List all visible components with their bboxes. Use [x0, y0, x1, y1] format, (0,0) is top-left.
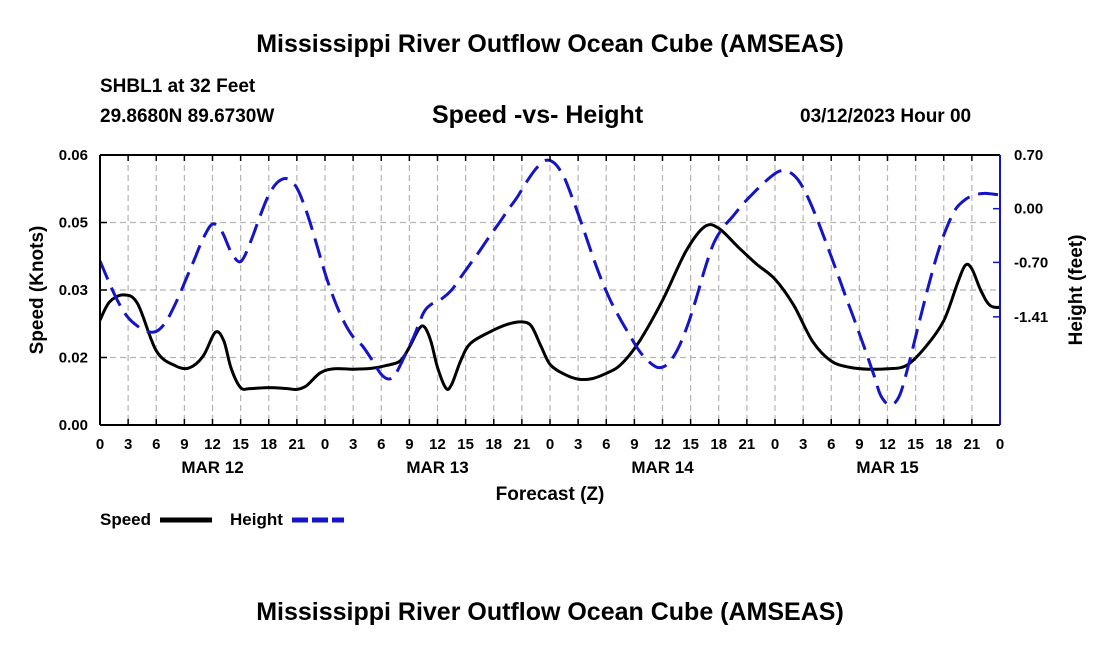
y-right-axis-title: Height (feet) [1066, 235, 1087, 346]
x-tick-label: 18 [260, 436, 277, 453]
y-left-tick-label: 0.02 [59, 350, 88, 367]
y-left-tick-label: 0.06 [59, 147, 88, 164]
x-tick-label: 9 [405, 436, 413, 453]
legend: Speed Height [100, 510, 344, 529]
x-tick-label: 0 [546, 436, 554, 453]
x-tick-label: 3 [349, 436, 357, 453]
station-label: SHBL1 at 32 Feet [100, 76, 256, 97]
forecast-datetime: 03/12/2023 Hour 00 [800, 106, 972, 127]
x-tick-label: 0 [321, 436, 329, 453]
date-label: MAR 15 [856, 458, 918, 477]
x-tick-label: 0 [96, 436, 104, 453]
date-label: MAR 14 [631, 458, 694, 477]
x-tick-label: 12 [879, 436, 896, 453]
axis-labels: 0 3 6 9 12 15 18 21 0 3 6 9 12 15 18 21 0 3 6 9 12 15 18 21 0 3 6 9… [27, 147, 1087, 505]
x-tick-label: 6 [602, 436, 610, 453]
x-tick-label: 21 [289, 436, 306, 453]
x-axis-title: Forecast (Z) [496, 484, 605, 505]
x-tick-label: 15 [907, 436, 924, 453]
x-tick-label: 9 [630, 436, 638, 453]
x-tick-label: 18 [710, 436, 727, 453]
x-tick-label: 3 [124, 436, 132, 453]
x-tick-label: 0 [771, 436, 779, 453]
height-legend-label: Height [230, 510, 283, 529]
x-tick-label: 3 [574, 436, 582, 453]
x-tick-label: 12 [654, 436, 671, 453]
x-tick-label: 6 [377, 436, 385, 453]
chart-title: Mississippi River Outflow Ocean Cube (AM… [256, 30, 844, 58]
x-tick-label: 21 [514, 436, 531, 453]
y-left-tick-label: 0.00 [59, 417, 88, 434]
x-tick-label: 12 [429, 436, 446, 453]
y-right-tick-label: -1.41 [1014, 309, 1048, 326]
speed-legend-label: Speed [100, 510, 151, 529]
x-tick-label: 12 [204, 436, 221, 453]
axes [99, 154, 1001, 426]
grid [100, 155, 1000, 425]
y-left-tick-label: 0.03 [59, 282, 88, 299]
station-coordinates: 29.8680N 89.6730W [100, 106, 275, 127]
x-tick-label: 15 [457, 436, 474, 453]
x-tick-label: 9 [855, 436, 863, 453]
series [100, 158, 1000, 407]
y-right-tick-label: 0.00 [1014, 201, 1043, 218]
date-label: MAR 13 [406, 458, 468, 477]
date-label: MAR 12 [181, 458, 243, 477]
x-tick-label: 18 [485, 436, 502, 453]
x-tick-label: 15 [232, 436, 249, 453]
x-tick-label: 0 [996, 436, 1004, 453]
speed-series-line [100, 223, 1000, 392]
y-left-axis-title: Speed (Knots) [27, 226, 48, 355]
x-tick-label: 6 [152, 436, 160, 453]
footer-title: Mississippi River Outflow Ocean Cube (AM… [256, 598, 844, 626]
x-tick-label: 18 [935, 436, 952, 453]
x-tick-label: 9 [180, 436, 188, 453]
y-left-tick-label: 0.05 [59, 215, 88, 232]
x-tick-label: 6 [827, 436, 835, 453]
x-tick-label: 15 [682, 436, 699, 453]
x-tick-label: 21 [964, 436, 981, 453]
chart-subtitle: Speed -vs- Height [432, 101, 644, 129]
y-right-tick-label: 0.70 [1014, 147, 1043, 164]
x-tick-label: 3 [799, 436, 807, 453]
y-right-tick-label: -0.70 [1014, 254, 1048, 271]
x-tick-label: 21 [739, 436, 756, 453]
